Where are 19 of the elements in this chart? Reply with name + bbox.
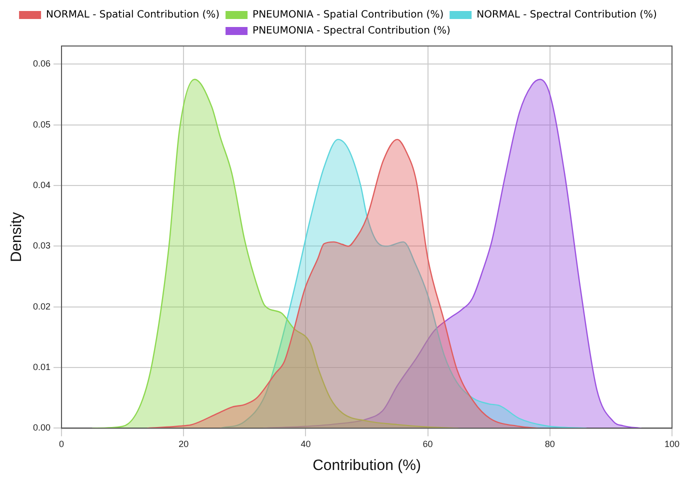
y-tick-label: 0.04 (32, 180, 51, 190)
x-tick-label: 80 (544, 439, 555, 450)
x-axis-title: Contribution (%) (312, 457, 421, 474)
x-tick-label: 20 (178, 439, 189, 450)
legend-label: NORMAL - Spatial Contribution (%) (46, 10, 220, 21)
x-tick-label: 100 (664, 439, 680, 450)
y-tick-label: 0.01 (32, 362, 51, 372)
y-tick-label: 0.05 (32, 119, 51, 130)
y-tick-label: 0.03 (32, 240, 51, 251)
y-axis-title: Density (8, 212, 26, 262)
legend-label: PNEUMONIA - Spatial Contribution (%) (252, 10, 444, 21)
x-tick-label: 0 (59, 439, 64, 450)
x-tick-label: 60 (422, 439, 433, 450)
x-tick-label: 40 (300, 439, 311, 450)
y-tick-label: 0.00 (32, 422, 51, 433)
legend-label: PNEUMONIA - Spectral Contribution (%) (252, 26, 451, 37)
y-tick-label: 0.06 (32, 58, 51, 69)
legend-label: NORMAL - Spectral Contribution (%) (476, 10, 658, 21)
y-tick-label: 0.02 (32, 301, 51, 312)
